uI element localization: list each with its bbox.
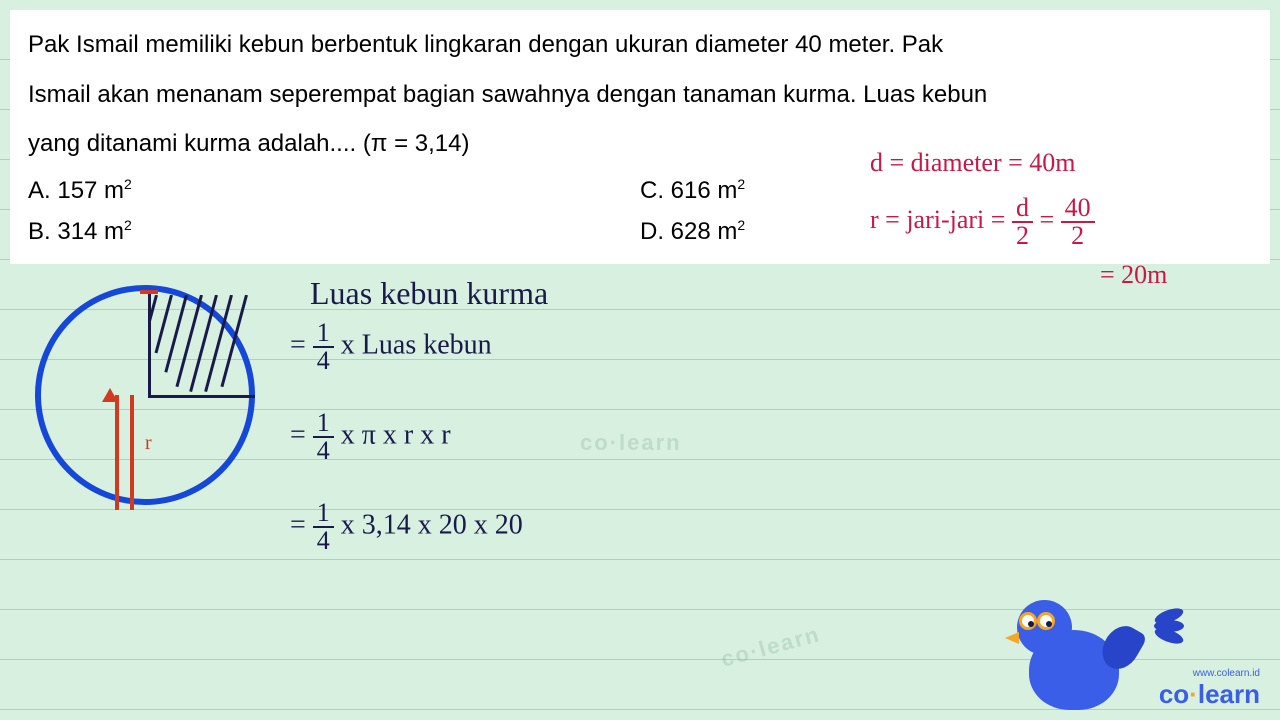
logo-url: www.colearn.id (1193, 668, 1260, 679)
blue-note-line1: = 14 x Luas kebun (290, 320, 492, 374)
red-note-diameter: d = diameter = 40m (870, 148, 1076, 178)
option-a: A. 157 m2 (28, 171, 640, 212)
quarter-hatching (150, 295, 250, 395)
red-bracket-2 (130, 395, 134, 510)
question-line-2: Ismail akan menanam seperempat bagian sa… (28, 72, 1252, 118)
red-tick (140, 290, 158, 294)
mascot-bird (1009, 590, 1149, 710)
logo-brand: co·learn (1159, 679, 1260, 710)
blue-note-title: Luas kebun kurma (310, 275, 548, 312)
watermark: co·learn (580, 430, 682, 456)
logo-text: www.colearn.id co·learn (1159, 668, 1260, 710)
red-note-radius-result: = 20m (1100, 260, 1167, 290)
option-b: B. 314 m2 (28, 212, 640, 253)
red-note-radius: r = jari-jari = d2 = 402 (870, 195, 1095, 249)
blue-note-line2: = 14 x π x r x r (290, 410, 451, 464)
radius-vertical (148, 290, 151, 398)
logo-area: www.colearn.id co·learn (1009, 590, 1260, 710)
circle-diagram: r (30, 280, 260, 510)
radius-horizontal (150, 395, 255, 398)
question-line-1: Pak Ismail memiliki kebun berbentuk ling… (28, 22, 1252, 68)
blue-note-line3: = 14 x 3,14 x 20 x 20 (290, 500, 523, 554)
red-bracket-1 (115, 395, 119, 510)
r-label: r (145, 432, 152, 455)
